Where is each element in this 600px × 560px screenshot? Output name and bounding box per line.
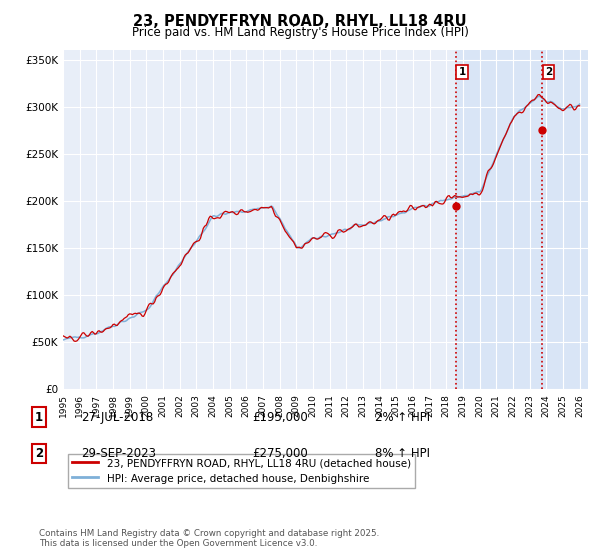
Text: Price paid vs. HM Land Registry's House Price Index (HPI): Price paid vs. HM Land Registry's House … — [131, 26, 469, 39]
Text: 27-JUL-2018: 27-JUL-2018 — [81, 410, 153, 424]
Bar — [456, 50, 588, 389]
Text: 2% ↑ HPI: 2% ↑ HPI — [375, 410, 430, 424]
Text: 8% ↑ HPI: 8% ↑ HPI — [375, 447, 430, 460]
Text: £275,000: £275,000 — [252, 447, 308, 460]
Text: £195,000: £195,000 — [252, 410, 308, 424]
Text: 23, PENDYFFRYN ROAD, RHYL, LL18 4RU: 23, PENDYFFRYN ROAD, RHYL, LL18 4RU — [133, 14, 467, 29]
Legend: 23, PENDYFFRYN ROAD, RHYL, LL18 4RU (detached house), HPI: Average price, detach: 23, PENDYFFRYN ROAD, RHYL, LL18 4RU (det… — [68, 454, 415, 488]
Text: 1: 1 — [35, 410, 43, 424]
Text: 1: 1 — [458, 67, 466, 77]
Text: Contains HM Land Registry data © Crown copyright and database right 2025.
This d: Contains HM Land Registry data © Crown c… — [39, 529, 379, 548]
Text: 29-SEP-2023: 29-SEP-2023 — [81, 447, 156, 460]
Text: 2: 2 — [35, 447, 43, 460]
Text: 2: 2 — [545, 67, 552, 77]
